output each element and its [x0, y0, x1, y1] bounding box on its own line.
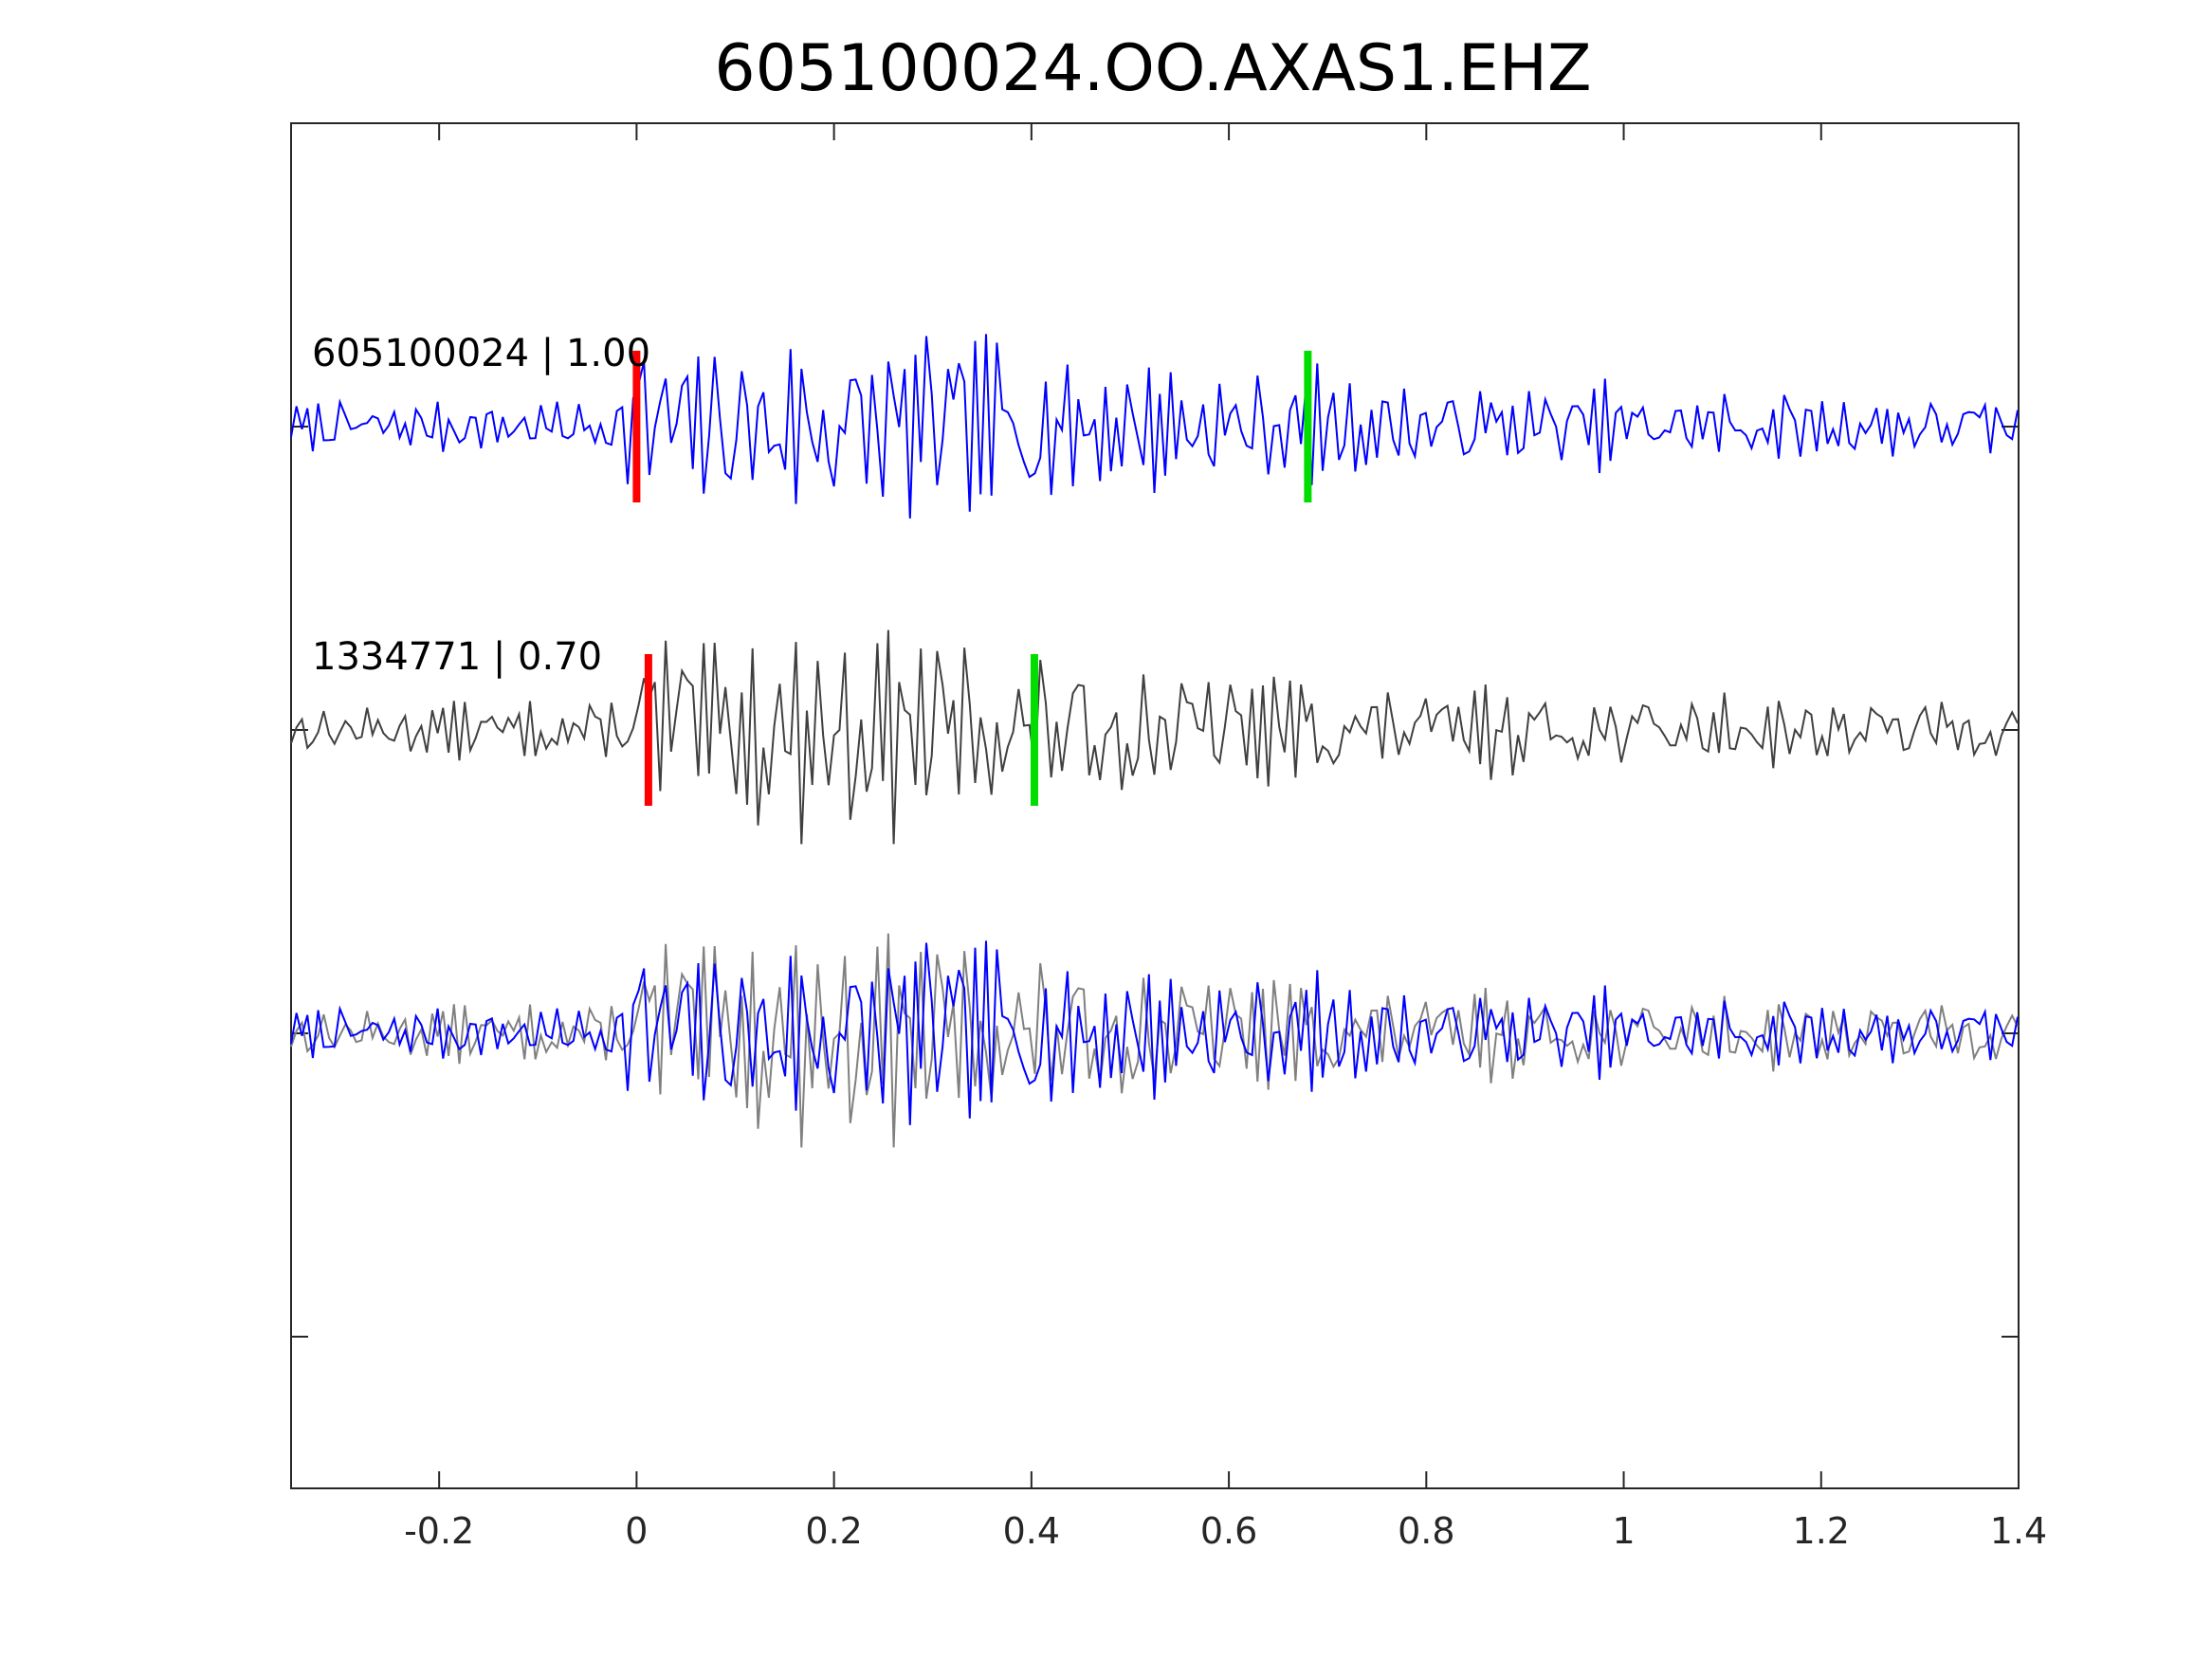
- x-tick-label: 1.4: [1990, 1510, 2047, 1552]
- x-tick-label: 0: [625, 1510, 648, 1552]
- x-tick-label: 0.6: [1200, 1510, 1257, 1552]
- trace-label-1: 1334771 | 0.70: [312, 635, 602, 679]
- trace-line-605100024: [290, 334, 2019, 519]
- plot-area: [290, 122, 2020, 1489]
- trace-label-0: 605100024 | 1.00: [312, 332, 650, 375]
- x-tick-label: -0.2: [404, 1510, 474, 1552]
- trace-line-1334771: [290, 629, 2019, 845]
- chart-title: 605100024.OO.AXAS1.EHZ: [714, 31, 1591, 106]
- x-tick-label: 0.4: [1003, 1510, 1060, 1552]
- overlay-trace-blue: [290, 940, 2019, 1125]
- x-tick-label: 0.2: [805, 1510, 862, 1552]
- x-tick-label: 1: [1612, 1510, 1635, 1552]
- trace-labels: 605100024 | 1.00 1334771 | 0.70: [312, 332, 650, 679]
- phase-picks: [632, 351, 1312, 806]
- waveform-traces: [290, 334, 2019, 1148]
- x-tick-label: 0.8: [1398, 1510, 1454, 1552]
- x-tick-label: 1.2: [1793, 1510, 1850, 1552]
- axis-ticks: -0.2 0 0.2 0.4 0.6 0.8 1 1.2 1.4: [291, 122, 2047, 1552]
